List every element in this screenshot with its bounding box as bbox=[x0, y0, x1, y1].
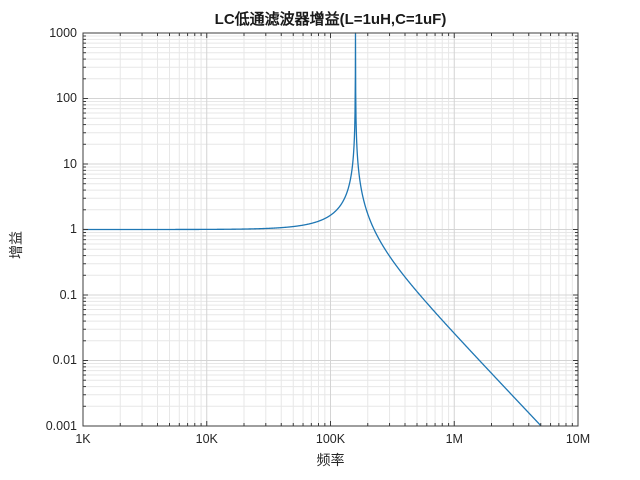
x-tick-label: 1M bbox=[445, 432, 463, 446]
y-tick-label: 0.001 bbox=[45, 418, 77, 433]
y-tick-label: 1 bbox=[70, 222, 77, 236]
x-tick-label: 10M bbox=[565, 432, 591, 446]
x-axis-label: 频率 bbox=[316, 452, 345, 468]
y-tick-label: 100 bbox=[56, 91, 77, 105]
y-tick-label: 0.01 bbox=[52, 353, 77, 367]
x-tick-label: 100K bbox=[315, 432, 346, 446]
y-tick-label: 10 bbox=[63, 156, 77, 171]
y-tick-label: 1000 bbox=[49, 25, 77, 40]
axis-ticks bbox=[82, 32, 579, 427]
gain-curve bbox=[82, 32, 542, 427]
chart-title: LC低通滤波器增益(L=1uH,C=1uF) bbox=[214, 11, 447, 28]
x-tick-label: 1K bbox=[75, 432, 91, 446]
x-tick-label: 10K bbox=[195, 432, 218, 446]
y-tick-label: 0.1 bbox=[59, 287, 77, 302]
